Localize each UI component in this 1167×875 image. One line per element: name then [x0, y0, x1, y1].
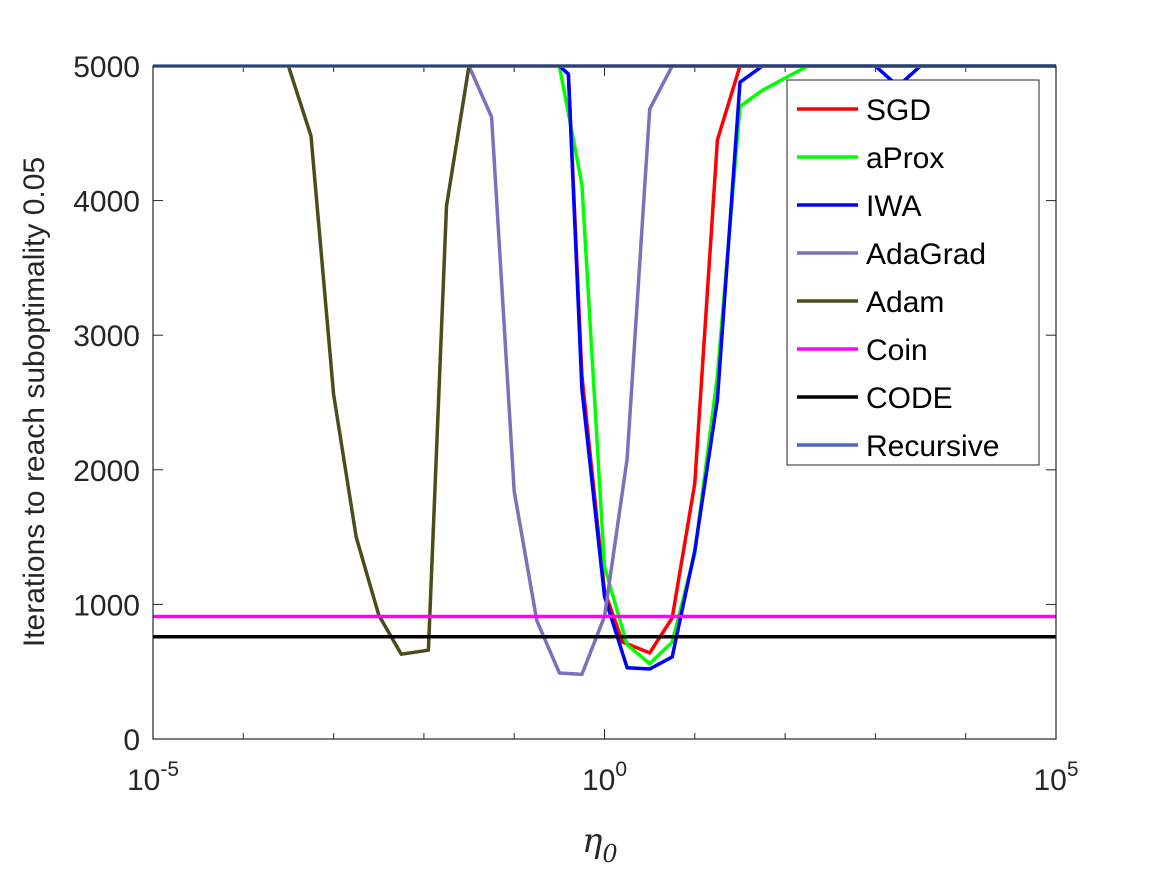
x-tick-label-base: 10: [127, 764, 160, 797]
y-tick-label: 5000: [73, 51, 140, 84]
y-tick-label: 4000: [73, 186, 140, 219]
x-tick-label-exponent: 0: [615, 758, 627, 781]
y-axis-label: Iterations to reach suboptimality 0.05: [18, 157, 51, 647]
y-tick-label: 2000: [73, 455, 140, 488]
legend-label-adagrad: AdaGrad: [866, 238, 986, 271]
y-tick-label: 0: [123, 724, 140, 757]
legend-label-coin: Coin: [866, 334, 928, 367]
x-tick-label-exponent: -5: [160, 758, 179, 781]
legend-box: [786, 79, 1040, 466]
plot-frame: [152, 65, 1057, 740]
y-tick-label: 1000: [73, 589, 140, 622]
x-tick-label: 10-5: [127, 758, 179, 797]
x-axis-label-symbol: η: [582, 821, 603, 861]
x-tick-label: 100: [582, 758, 627, 797]
legend-label-iwa: IWA: [866, 190, 922, 223]
series-line-adam: [286, 64, 1056, 656]
legend-label-aprox: aProx: [866, 142, 944, 175]
x-tick-label: 105: [1033, 758, 1078, 797]
series-line-iwa: [558, 64, 1056, 671]
legend-label-recursive: Recursive: [866, 430, 999, 463]
legend-label-sgd: SGD: [866, 94, 931, 127]
x-tick-label-base: 10: [582, 764, 615, 797]
x-tick-label-exponent: 5: [1067, 758, 1079, 781]
legend-label-code: CODE: [866, 382, 953, 415]
x-axis-label: η0: [582, 821, 618, 868]
x-tick-label-base: 10: [1033, 764, 1066, 797]
series-line-adagrad: [467, 64, 1056, 677]
y-tick-label: 3000: [73, 320, 140, 353]
legend[interactable]: SGD aProx IWA AdaGrad Adam Coin CODE Recursive: [786, 79, 1040, 466]
legend-label-adam: Adam: [866, 286, 944, 319]
x-axis-label-subscript: 0: [602, 840, 617, 868]
